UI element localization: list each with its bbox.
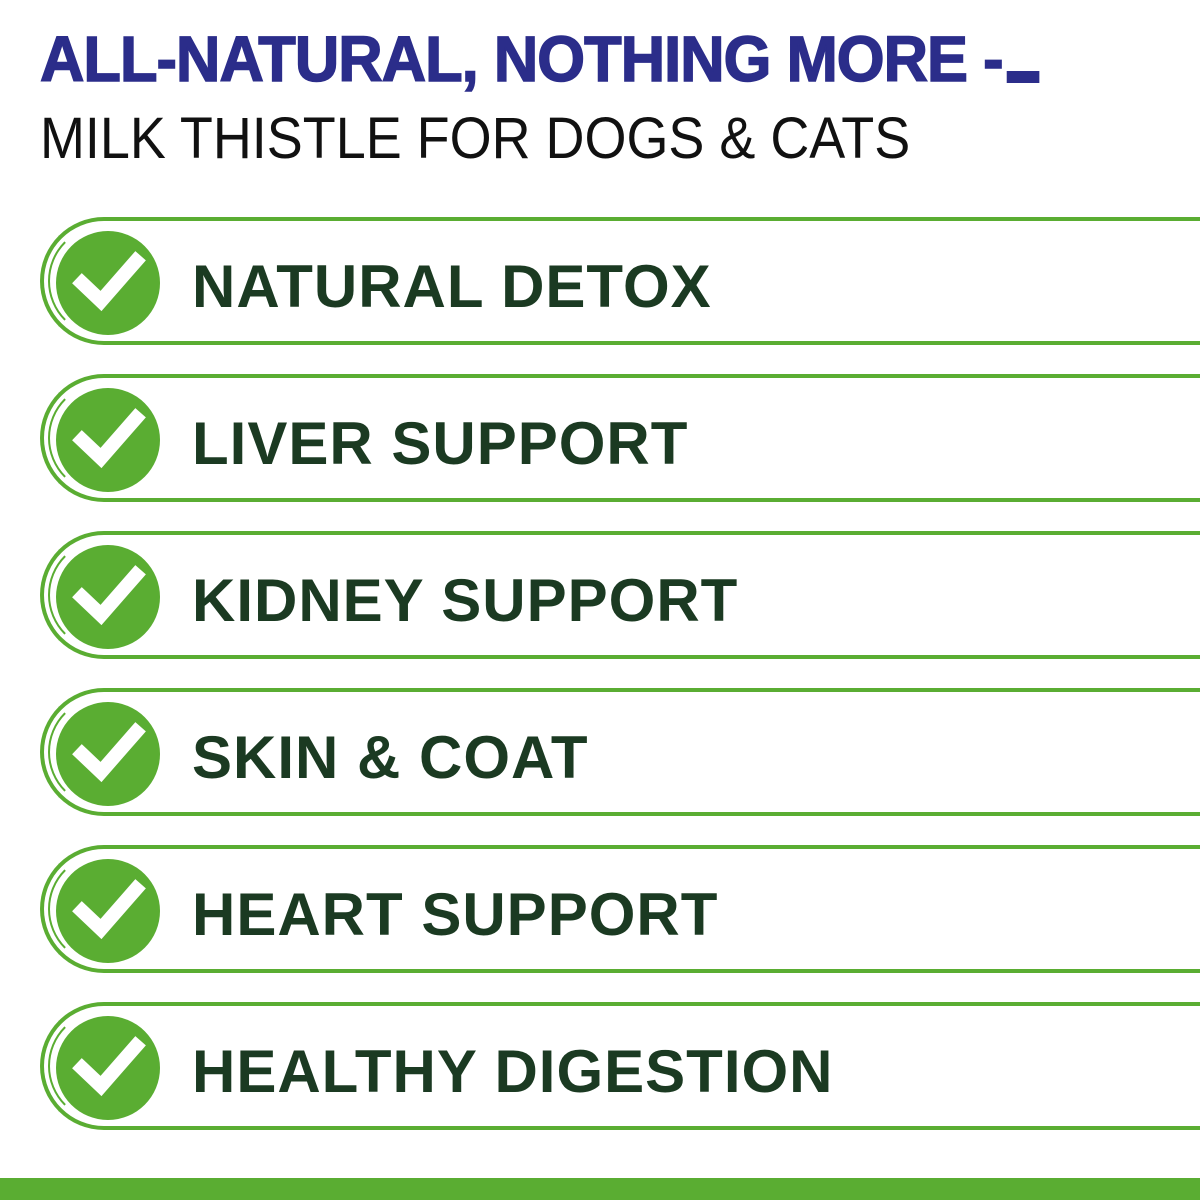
benefit-label: LIVER SUPPORT xyxy=(192,410,689,477)
benefit-label: HEART SUPPORT xyxy=(192,881,719,948)
bottom-green-bar xyxy=(0,1178,1200,1200)
benefit-label: HEALTHY DIGESTION xyxy=(192,1038,834,1105)
page-title: ALL-NATURAL, NOTHING MORE - xyxy=(39,22,1040,96)
benefit-row: HEART SUPPORT xyxy=(40,845,1200,973)
check-circle-icon xyxy=(56,1016,160,1120)
check-circle-icon xyxy=(56,859,160,963)
title-dash-mark xyxy=(1006,71,1040,83)
check-circle-icon xyxy=(56,545,160,649)
page-subtitle: MILK THISTLE FOR DOGS & CATS xyxy=(40,106,911,171)
check-circle-icon xyxy=(56,388,160,492)
check-circle-icon xyxy=(56,702,160,806)
benefit-row: KIDNEY SUPPORT xyxy=(40,531,1200,659)
benefit-label: SKIN & COAT xyxy=(192,724,589,791)
benefit-row: HEALTHY DIGESTION xyxy=(40,1002,1200,1130)
title-text: ALL-NATURAL, NOTHING MORE - xyxy=(39,22,1004,96)
benefit-row: SKIN & COAT xyxy=(40,688,1200,816)
benefit-label: KIDNEY SUPPORT xyxy=(192,567,739,634)
benefit-row: NATURAL DETOX xyxy=(40,217,1200,345)
benefit-label: NATURAL DETOX xyxy=(192,253,712,320)
benefit-row: LIVER SUPPORT xyxy=(40,374,1200,502)
check-circle-icon xyxy=(56,231,160,335)
